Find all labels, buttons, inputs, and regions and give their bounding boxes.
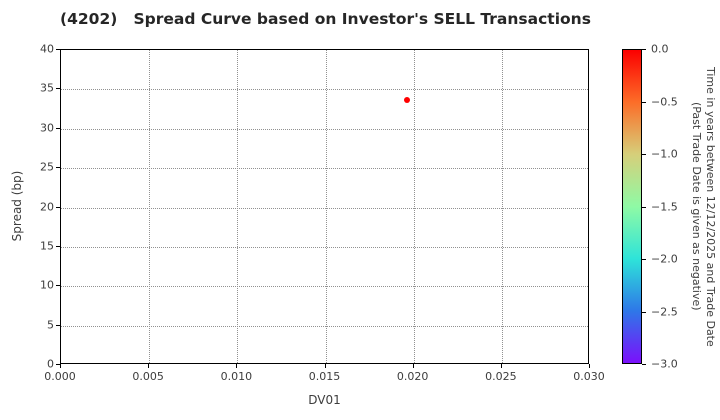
y-tick-label: 0 — [47, 357, 54, 371]
y-gridline — [61, 89, 588, 91]
x-gridline — [325, 50, 327, 363]
colorbar-tick-mark — [642, 311, 646, 313]
colorbar-tick-label: −1.0 — [651, 147, 678, 161]
colorbar-tick-mark — [642, 259, 646, 260]
x-gridline — [501, 50, 503, 363]
colorbar-tick-mark — [642, 49, 646, 50]
y-tick-label: 20 — [40, 200, 54, 213]
colorbar-tick-label: −2.0 — [651, 252, 678, 266]
colorbar-tick-label: −1.5 — [651, 200, 678, 213]
y-tick-mark — [56, 167, 60, 169]
x-tick-mark — [236, 364, 238, 368]
colorbar-tick-mark — [642, 206, 646, 208]
colorbar-label-line-1: Time in years between 12/12/2025 and Tra… — [704, 66, 717, 347]
colorbar-label: Time in years between 12/12/2025 and Tra… — [689, 49, 717, 364]
x-tick-label: 0.020 — [396, 370, 429, 383]
y-tick-label: 5 — [47, 318, 54, 332]
x-tick-mark — [60, 364, 61, 368]
x-gridline — [149, 50, 151, 363]
x-tick-label: 0.015 — [308, 370, 341, 383]
y-tick-mark — [56, 49, 60, 50]
x-tick-mark — [148, 364, 150, 368]
plot-area — [60, 49, 589, 364]
x-gridline — [237, 50, 239, 363]
y-tick-mark — [56, 245, 60, 247]
x-tick-label: 0.010 — [220, 370, 253, 383]
x-tick-mark — [412, 364, 414, 368]
y-tick-mark — [56, 285, 60, 287]
y-tick-mark — [56, 324, 60, 326]
y-gridline — [61, 325, 588, 327]
colorbar-tick-mark — [642, 364, 646, 365]
y-tick-label: 10 — [40, 278, 54, 292]
x-tick-label: 0.005 — [132, 370, 164, 383]
chart-title: (4202) Spread Curve based on Investor's … — [60, 10, 591, 28]
y-tick-label: 35 — [40, 81, 54, 95]
y-tick-mark — [56, 364, 60, 365]
y-tick-label: 15 — [40, 239, 54, 253]
x-tick-label: 0.000 — [44, 370, 76, 383]
colorbar — [622, 49, 642, 364]
x-tick-mark — [500, 364, 502, 368]
x-tick-mark — [324, 364, 326, 368]
colorbar-tick-label: −3.0 — [651, 357, 678, 371]
x-tick-mark — [589, 364, 590, 368]
colorbar-tick-label: −0.5 — [651, 95, 678, 108]
y-tick-label: 30 — [40, 121, 54, 135]
y-gridline — [61, 286, 588, 288]
y-gridline — [61, 207, 588, 209]
x-axis-label: DV01 — [308, 393, 341, 407]
colorbar-tick-mark — [642, 101, 646, 103]
colorbar-label-line-2: (Past Trade Date is given as negative) — [690, 102, 703, 311]
y-tick-mark — [56, 127, 60, 129]
y-gridline — [61, 246, 588, 248]
y-tick-mark — [56, 206, 60, 208]
y-gridline — [61, 128, 588, 130]
x-tick-label: 0.030 — [573, 370, 605, 383]
x-gridline — [413, 50, 415, 363]
x-tick-label: 0.025 — [485, 370, 517, 383]
data-point — [403, 96, 410, 103]
colorbar-tick-label: −2.5 — [651, 305, 678, 318]
colorbar-tick-mark — [642, 154, 646, 155]
y-tick-label: 25 — [40, 160, 54, 174]
colorbar-tick-label: 0.0 — [651, 42, 669, 56]
y-tick-label: 40 — [40, 42, 54, 56]
y-tick-mark — [56, 88, 60, 90]
y-gridline — [61, 168, 588, 170]
